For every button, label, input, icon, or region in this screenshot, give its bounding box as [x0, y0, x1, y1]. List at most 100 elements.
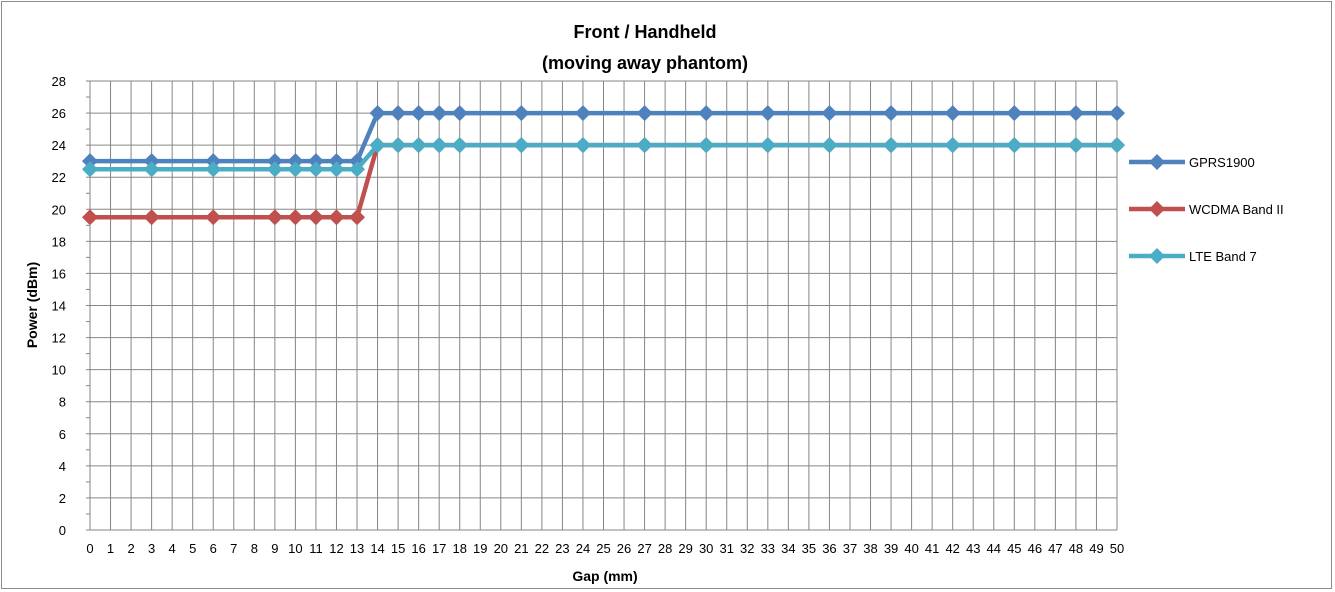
y-tick-label: 0	[59, 523, 66, 538]
data-point	[821, 105, 838, 122]
legend-label: LTE Band 7	[1189, 249, 1257, 264]
x-tick-label: 30	[699, 541, 713, 556]
x-tick-label: 29	[678, 541, 692, 556]
x-tick-label: 5	[189, 541, 196, 556]
x-tick-label: 3	[148, 541, 155, 556]
data-point	[1067, 137, 1084, 154]
data-point	[883, 105, 900, 122]
data-point	[328, 161, 345, 178]
x-tick-label: 44	[987, 541, 1001, 556]
legend-item: WCDMA Band II	[1129, 201, 1284, 217]
data-point	[636, 105, 653, 122]
x-tick-label: 45	[1007, 541, 1021, 556]
y-axis-label: Power (dBm)	[24, 262, 40, 348]
x-tick-label: 9	[271, 541, 278, 556]
y-tick-label: 16	[52, 266, 66, 281]
x-tick-label: 34	[781, 541, 795, 556]
x-tick-label: 15	[391, 541, 405, 556]
data-point	[205, 209, 222, 226]
legend-swatch-marker	[1149, 154, 1165, 170]
x-tick-label: 38	[863, 541, 877, 556]
x-tick-label: 14	[370, 541, 384, 556]
data-point	[451, 105, 468, 122]
y-tick-label: 6	[59, 427, 66, 442]
x-tick-label: 6	[210, 541, 217, 556]
data-point	[883, 137, 900, 154]
x-tick-label: 41	[925, 541, 939, 556]
x-tick-label: 40	[904, 541, 918, 556]
data-point	[307, 209, 324, 226]
x-tick-label: 10	[288, 541, 302, 556]
chart-subtitle: (moving away phantom)	[542, 53, 748, 73]
y-tick-label: 4	[59, 459, 66, 474]
legend-label: WCDMA Band II	[1189, 202, 1284, 217]
x-tick-label: 42	[945, 541, 959, 556]
data-point	[1109, 137, 1125, 154]
y-tick-label: 12	[52, 331, 66, 346]
data-point	[328, 153, 345, 170]
y-tick-label: 10	[52, 363, 66, 378]
y-tick-label: 2	[59, 491, 66, 506]
legend-item: LTE Band 7	[1129, 248, 1257, 264]
x-tick-label: 18	[452, 541, 466, 556]
data-point	[431, 105, 448, 122]
x-tick-label: 36	[822, 541, 836, 556]
x-tick-label: 47	[1048, 541, 1062, 556]
legend-item: GPRS1900	[1129, 154, 1255, 170]
data-point	[349, 161, 366, 178]
data-point	[307, 161, 324, 178]
x-tick-label: 23	[555, 541, 569, 556]
data-point	[410, 105, 427, 122]
data-point	[287, 161, 304, 178]
x-tick-label: 32	[740, 541, 754, 556]
data-point	[143, 153, 160, 170]
data-point	[431, 137, 448, 154]
data-point	[390, 105, 407, 122]
x-tick-label: 8	[251, 541, 258, 556]
x-tick-label: 27	[637, 541, 651, 556]
data-point	[513, 105, 530, 122]
y-tick-label: 24	[52, 138, 66, 153]
x-tick-label: 20	[494, 541, 508, 556]
legend: GPRS1900 WCDMA Band II LTE Band 7	[1129, 154, 1284, 264]
data-point	[574, 105, 591, 122]
x-tick-label: 13	[350, 541, 364, 556]
data-point	[82, 153, 98, 170]
data-point	[266, 161, 283, 178]
x-tick-label: 11	[309, 541, 323, 556]
data-point	[410, 137, 427, 154]
y-tick-label: 14	[52, 299, 66, 314]
data-point	[369, 137, 386, 154]
data-point	[82, 161, 98, 178]
y-tick-label: 26	[52, 106, 66, 121]
y-tick-label: 28	[52, 74, 66, 89]
data-point	[821, 137, 838, 154]
chart-title: Front / Handheld	[574, 22, 717, 42]
data-point	[369, 105, 386, 122]
data-point	[266, 209, 283, 226]
x-tick-label: 22	[535, 541, 549, 556]
data-point	[759, 137, 776, 154]
gridlines	[89, 80, 1118, 531]
x-tick-label: 35	[802, 541, 816, 556]
x-tick-label: 12	[329, 541, 343, 556]
y-tick-label: 20	[52, 202, 66, 217]
x-tick-label: 26	[617, 541, 631, 556]
data-point	[266, 153, 283, 170]
data-point	[698, 105, 715, 122]
x-tick-label: 4	[169, 541, 176, 556]
x-tick-label: 2	[127, 541, 134, 556]
data-point	[390, 137, 407, 154]
x-tick-label: 25	[596, 541, 610, 556]
data-point	[143, 161, 160, 178]
data-point	[698, 137, 715, 154]
x-tick-label: 16	[411, 541, 425, 556]
x-tick-label: 1	[107, 541, 114, 556]
data-point	[349, 209, 366, 226]
y-tick-label: 22	[52, 170, 66, 185]
data-point	[636, 137, 653, 154]
series-gprs1900	[82, 105, 1125, 170]
legend-label: GPRS1900	[1189, 155, 1255, 170]
x-tick-label: 33	[761, 541, 775, 556]
